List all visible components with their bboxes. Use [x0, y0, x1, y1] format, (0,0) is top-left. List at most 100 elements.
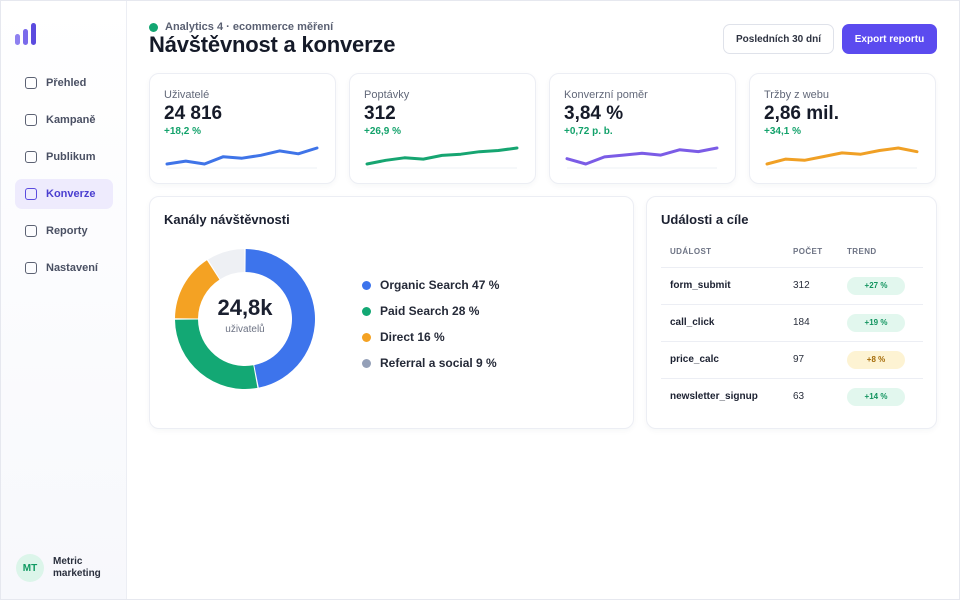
kpi-delta: +26,9 %: [364, 126, 401, 137]
table-row[interactable]: price_calc 97 +8 %: [661, 341, 923, 379]
legend-item-organic[interactable]: Organic Search 47 %: [362, 272, 499, 298]
sidebar-item-label: Nastavení: [46, 262, 98, 274]
event-name: call_click: [661, 304, 784, 342]
kpi-delta: +18,2 %: [164, 126, 201, 137]
legend-dot-icon: [362, 358, 371, 368]
status-dot-icon: [149, 22, 158, 32]
legend-label: Paid Search 28 %: [380, 304, 480, 318]
property-subtitle: Analytics 4 · ecommerce měření: [149, 21, 333, 33]
event-name: price_calc: [661, 341, 784, 379]
bar-chart-logo-icon[interactable]: [15, 21, 39, 45]
square-icon: [25, 262, 37, 274]
kpi-label: Uživatelé: [164, 89, 210, 101]
legend-item-direct[interactable]: Direct 16 %: [362, 324, 499, 350]
event-count: 312: [784, 267, 838, 305]
sparkline: [565, 146, 719, 169]
property-name: Analytics 4 · ecommerce měření: [165, 21, 334, 33]
kpi-value: 3,84 %: [564, 103, 624, 124]
sidebar-item-label: Konverze: [46, 188, 96, 200]
channels-donut-chart[interactable]: [173, 247, 317, 391]
kpi-card-inquiries[interactable]: Poptávky 312 +26,9 %: [349, 73, 536, 184]
legend-label: Direct 16 %: [380, 330, 445, 344]
kpi-delta: +0,72 p. b.: [564, 126, 613, 137]
kpi-label: Konverzní poměr: [564, 89, 648, 101]
legend-label: Organic Search 47 %: [380, 278, 500, 292]
square-icon: [25, 188, 37, 200]
legend-dot-icon: [362, 332, 371, 342]
legend-dot-icon: [362, 306, 371, 316]
trend-badge: +8 %: [847, 350, 905, 369]
legend-item-referral[interactable]: Referral a social 9 %: [362, 350, 499, 376]
legend-label: Referral a social 9 %: [380, 356, 497, 370]
square-icon: [25, 77, 37, 89]
sidebar-item-prehled[interactable]: Přehled: [15, 68, 113, 98]
square-icon: [25, 114, 37, 126]
column-header-count[interactable]: POČET: [784, 237, 838, 268]
square-icon: [25, 225, 37, 237]
square-icon: [25, 151, 37, 163]
sparkline-series: [565, 146, 719, 166]
column-header-trend[interactable]: TREND: [838, 237, 923, 268]
event-name: newsletter_signup: [670, 391, 758, 403]
trend-badge: +14 %: [847, 387, 905, 406]
sidebar-item-kampane[interactable]: Kampaně: [15, 105, 113, 135]
legend-item-paid[interactable]: Paid Search 28 %: [362, 298, 499, 324]
page-title: Návštěvnost a konverze: [149, 32, 396, 57]
trend-badge: +27 %: [847, 276, 905, 295]
sidebar-item-nastaveni[interactable]: Nastavení: [15, 253, 113, 283]
sparkline-series: [765, 146, 919, 166]
kpi-card-users[interactable]: Uživatelé 24 816 +18,2 %: [149, 73, 336, 184]
donut-slice-paid-search[interactable]: [175, 319, 258, 389]
kpi-label: Poptávky: [364, 89, 410, 101]
kpi-card-conversion-rate[interactable]: Konverzní poměr 3,84 % +0,72 p. b.: [549, 73, 736, 184]
sidebar-nav: Přehled Kampaně Publikum Konverze Report…: [15, 68, 113, 290]
event-count: 63: [793, 391, 805, 403]
table-row[interactable]: call_click 184 +19 %: [661, 304, 923, 342]
export-report-button[interactable]: Export reportu: [842, 24, 937, 54]
sparkline: [765, 146, 919, 169]
table-row[interactable]: form_submit 312 +27 %: [661, 267, 923, 305]
donut-slice-referral-a-social[interactable]: [208, 249, 245, 280]
kpi-card-revenue[interactable]: Tržby z webu 2,86 mil. +34,1 %: [749, 73, 936, 184]
profile-name: Metric marketing: [53, 556, 101, 579]
events-table: UDÁLOST POČET TREND form_submit 312 +27 …: [661, 237, 923, 415]
sidebar-item-publikum[interactable]: Publikum: [15, 142, 113, 172]
event-name: form_submit: [661, 267, 784, 305]
sidebar-item-label: Kampaně: [46, 114, 96, 126]
kpi-label: Tržby z webu: [764, 89, 830, 101]
donut-slice-organic-search[interactable]: [245, 249, 315, 388]
date-range-button[interactable]: Posledních 30 dní: [723, 24, 834, 54]
sparkline: [165, 146, 319, 169]
kpi-value: 24 816: [164, 103, 223, 124]
donut-slice-direct[interactable]: [175, 260, 220, 319]
kpi-delta: +34,1 %: [764, 126, 801, 137]
donut-total-value: 24,8k: [217, 295, 273, 320]
avatar: MT: [16, 554, 44, 582]
sidebar-item-konverze[interactable]: Konverze: [15, 179, 113, 209]
chart-legend: Organic Search 47 % Paid Search 28 % Dir…: [362, 272, 499, 376]
kpi-value: 2,86 mil.: [764, 103, 839, 124]
sidebar-item-label: Reporty: [46, 225, 88, 237]
table-row[interactable]: newsletter_signup 63 +14 %: [661, 378, 923, 415]
legend-dot-icon: [362, 280, 371, 290]
sidebar-item-reporty[interactable]: Reporty: [15, 216, 113, 246]
trend-badge: +19 %: [847, 313, 905, 332]
sidebar-item-label: Publikum: [46, 151, 96, 163]
traffic-channels-card: Kanály návštěvnosti 24,8k uživatelů Orga…: [149, 196, 634, 429]
donut-total-label: uživatelů: [225, 324, 265, 335]
sparkline-series: [165, 146, 319, 166]
user-profile[interactable]: MT Metric marketing: [16, 554, 113, 582]
events-goals-card: Události a cíle UDÁLOST POČET TREND form…: [646, 196, 937, 429]
event-count: 184: [784, 304, 838, 342]
sidebar-item-label: Přehled: [46, 77, 87, 89]
sidebar: Přehled Kampaně Publikum Konverze Report…: [1, 1, 127, 599]
donut-center: 24,8k uživatelů: [204, 295, 286, 335]
sparkline-series: [365, 146, 519, 166]
sparkline: [365, 146, 519, 169]
table-header-row: UDÁLOST POČET TREND: [661, 237, 923, 268]
column-header-event[interactable]: UDÁLOST: [661, 237, 784, 268]
event-count: 97: [784, 341, 838, 379]
kpi-value: 312: [364, 103, 396, 124]
card-title: Události a cíle: [661, 212, 749, 227]
card-title: Kanály návštěvnosti: [164, 212, 290, 227]
